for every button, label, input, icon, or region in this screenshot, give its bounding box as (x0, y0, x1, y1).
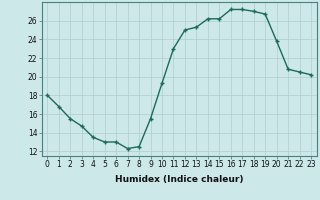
X-axis label: Humidex (Indice chaleur): Humidex (Indice chaleur) (115, 175, 244, 184)
